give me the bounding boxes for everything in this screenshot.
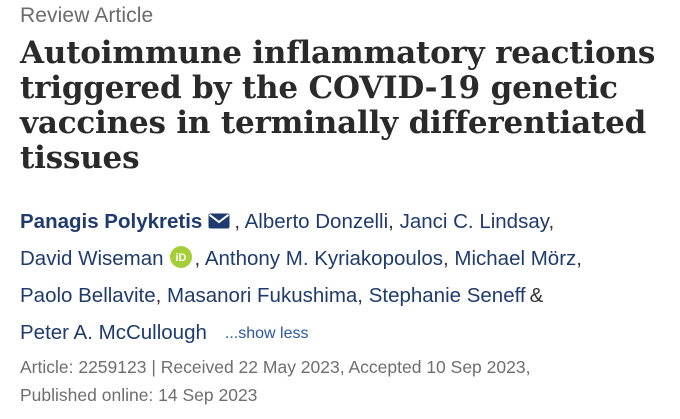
- author-line-3: Paolo Bellavite, Masanori Fukushima, Ste…: [20, 277, 675, 314]
- author-separator: ,: [357, 284, 363, 307]
- author-separator: ,: [576, 247, 582, 270]
- author-separator: ,: [548, 210, 555, 233]
- author-line-2: David Wiseman iD, Anthony M. Kyriakopoulo…: [20, 240, 675, 277]
- author-separator: ,: [234, 210, 241, 233]
- author-alberto-donzelli[interactable]: Alberto Donzelli: [244, 210, 389, 233]
- author-janci-lindsay[interactable]: Janci C. Lindsay: [399, 210, 549, 233]
- article-type-label: Review Article: [20, 4, 154, 27]
- author-separator: ,: [388, 210, 394, 233]
- article-title: Autoimmune inflammatory reactions trigge…: [20, 35, 656, 176]
- author-ampersand: &: [529, 284, 544, 307]
- author-stephanie-seneff[interactable]: Stephanie Seneff: [368, 284, 526, 307]
- author-paolo-bellavite[interactable]: Paolo Bellavite: [20, 284, 156, 307]
- article-dates: Article: 2259123 | Received 22 May 2023,…: [20, 357, 531, 377]
- author-masanori-fukushima[interactable]: Masanori Fukushima: [167, 284, 358, 307]
- published-date: Published online: 14 Sep 2023: [20, 385, 258, 405]
- author-separator: ,: [155, 284, 162, 307]
- author-peter-mccullough[interactable]: Peter A. McCullough: [20, 321, 207, 344]
- author-separator: ,: [194, 247, 201, 270]
- show-less-link[interactable]: ...show less: [224, 325, 309, 342]
- author-separator: ,: [442, 247, 449, 270]
- author-anthony-kyriakopoulos[interactable]: Anthony M. Kyriakopoulos: [204, 247, 443, 270]
- author-list: Panagis Polykretis, Alberto Donzelli, Ja…: [20, 203, 675, 352]
- author-line-1: Panagis Polykretis, Alberto Donzelli, Ja…: [20, 203, 675, 240]
- author-michael-morz[interactable]: Michael Mörz: [454, 247, 577, 270]
- author-panagis-polykretis[interactable]: Panagis Polykretis: [20, 210, 203, 233]
- article-meta: Article: 2259123 | Received 22 May 2023,…: [20, 353, 670, 409]
- mail-icon[interactable]: [208, 204, 230, 229]
- orcid-icon[interactable]: iD: [169, 243, 192, 268]
- orcid-icon-text: iD: [175, 252, 186, 264]
- author-line-4: Peter A. McCullough ...show less: [20, 314, 675, 352]
- author-david-wiseman[interactable]: David Wiseman: [20, 247, 164, 270]
